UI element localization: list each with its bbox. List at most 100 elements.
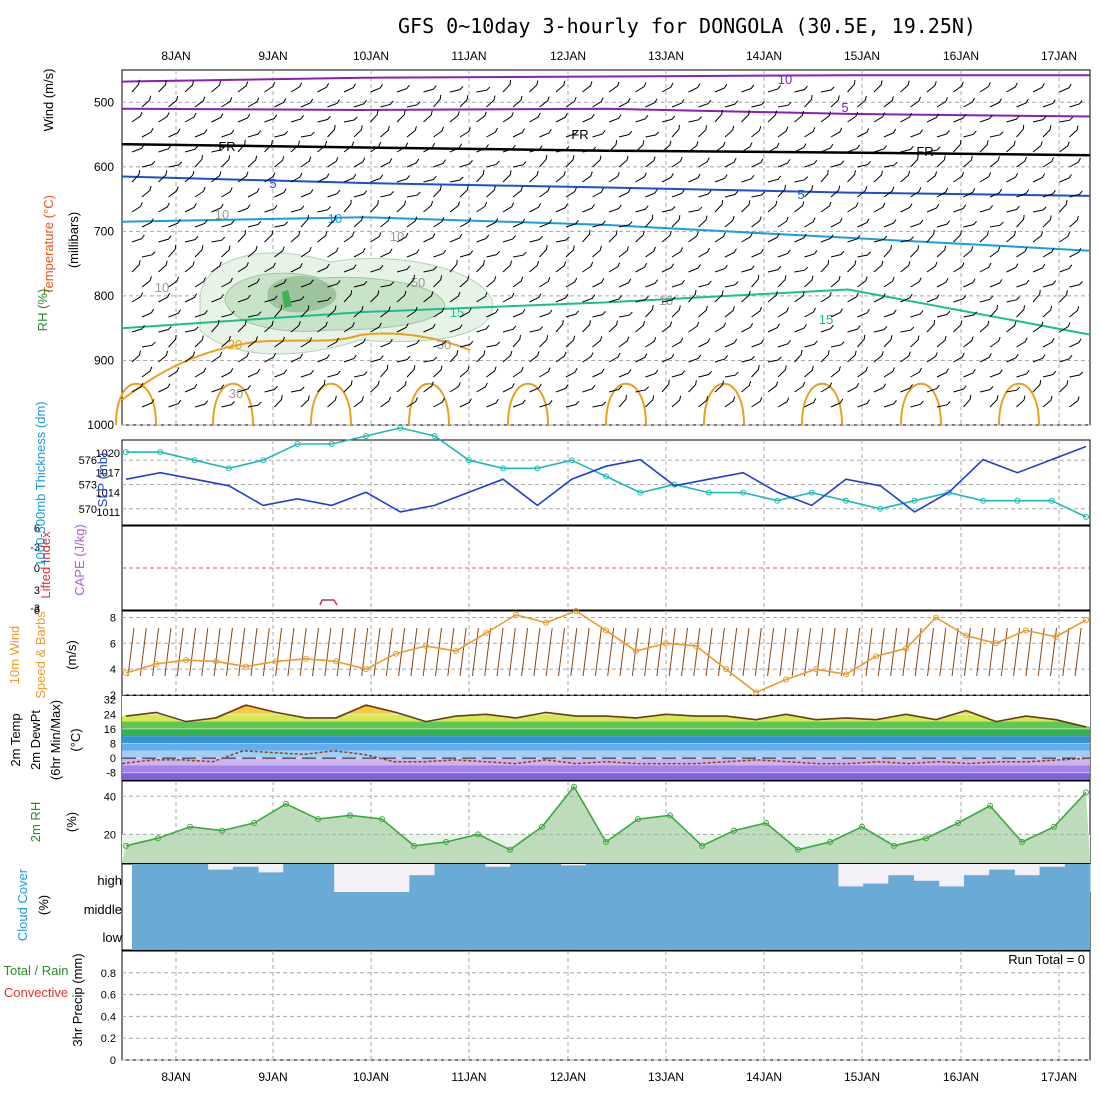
wind-barb <box>618 246 629 258</box>
wind-barb <box>751 339 765 348</box>
precip-conv-label: Convective <box>4 985 68 1000</box>
wind-barb <box>449 382 461 393</box>
wind-barb <box>635 262 648 273</box>
wind-barb <box>963 188 976 198</box>
wind-barb <box>264 81 276 93</box>
wind-barb <box>343 173 357 183</box>
wind-barb <box>820 382 833 393</box>
wind-barb <box>830 250 845 258</box>
wind-barb <box>168 186 179 198</box>
wind-barb <box>1006 263 1019 273</box>
wind-barb <box>555 236 570 243</box>
wind-barb <box>661 231 672 243</box>
wind-barb <box>343 141 355 153</box>
wind-barb <box>380 248 393 258</box>
wind-barb <box>698 215 708 228</box>
wind-barb <box>608 352 621 363</box>
wind-barb <box>582 261 594 273</box>
wind-barb <box>380 216 391 228</box>
wind-barb <box>645 279 659 288</box>
wind-barb <box>688 116 703 123</box>
wind-barb <box>406 306 418 318</box>
temp-band <box>122 721 1090 729</box>
wind-barb <box>353 99 367 108</box>
wind-barb <box>141 185 152 198</box>
wind-barb <box>290 205 305 213</box>
wind-barb <box>751 126 762 138</box>
wind-label-2: Speed & Barbs <box>33 611 48 699</box>
wind-barb <box>141 399 155 408</box>
wind-barb <box>820 234 834 243</box>
rh-tick: 20 <box>104 829 116 841</box>
date-label-top: 14JAN <box>746 49 782 63</box>
wind-barb <box>671 247 683 258</box>
temp-label-3: (6hr Min/Max) <box>48 700 63 780</box>
wind-barb <box>300 189 314 198</box>
thickness-point <box>157 449 164 456</box>
wind-barb <box>794 85 808 93</box>
wind-barb <box>158 350 169 363</box>
wind-barb <box>184 112 197 123</box>
wind-barb <box>131 350 141 363</box>
wind-barb <box>777 307 789 318</box>
date-label-bottom: 8JAN <box>161 1070 190 1084</box>
wind-barb <box>741 174 755 183</box>
wind-barb <box>1016 247 1028 258</box>
wind-barb <box>1006 205 1020 213</box>
upper-wind-label: Wind (m/s) <box>41 69 56 132</box>
thickness-point <box>363 432 369 439</box>
cloud-high-bar <box>1014 875 1041 892</box>
wind-barb-10m <box>594 627 602 677</box>
wind-barb <box>724 157 737 168</box>
rh-2m-point <box>155 835 161 842</box>
temp-2m-panel: -8 0 8 16 24 32 <box>104 695 1091 780</box>
wind-barb <box>247 278 260 288</box>
wind-barb-10m <box>570 627 578 677</box>
wind-barb <box>963 97 975 108</box>
wind-barb <box>979 386 994 393</box>
wind-barb <box>327 280 341 288</box>
wind-barb <box>433 307 445 318</box>
wind-barb <box>317 321 328 333</box>
wind-barb <box>396 232 409 243</box>
wind-barb <box>194 335 204 348</box>
wind-barb <box>714 232 726 243</box>
wind-barb <box>221 335 231 348</box>
wind-barb <box>857 161 871 168</box>
wind-barb <box>608 114 622 123</box>
wind-barb <box>247 155 258 168</box>
wind-barb <box>555 293 569 303</box>
wind-barb <box>900 170 911 183</box>
wind-barb <box>476 144 489 153</box>
wind-barb <box>926 146 941 153</box>
wind-barb <box>211 351 223 363</box>
wind-barb <box>476 169 485 183</box>
wind-speed-line <box>125 610 1087 694</box>
wind-barb <box>751 364 760 378</box>
contour-label: 10 <box>215 207 229 222</box>
wind-speed-point <box>873 653 879 660</box>
thickness-point <box>1048 497 1055 504</box>
cape-tick: 6 <box>34 523 40 535</box>
cloud-high-bar <box>989 869 1015 892</box>
wind-barb-10m <box>484 627 492 677</box>
wind-barb <box>449 324 463 333</box>
wind-barb <box>794 176 809 183</box>
wind-barb <box>1032 173 1046 183</box>
wind-barb <box>290 115 305 123</box>
wind-barb <box>370 200 379 213</box>
wind-barb-10m <box>988 627 996 677</box>
wind-barb <box>1069 248 1082 258</box>
wind-barb <box>777 365 787 378</box>
wind-barb <box>290 230 301 243</box>
wind-barb <box>635 114 649 123</box>
wind-barb <box>979 140 989 153</box>
wind-barb <box>184 351 196 363</box>
wind-barb <box>688 289 697 303</box>
wind-barb <box>936 187 949 198</box>
thickness-point <box>225 465 232 472</box>
cloud-high-bar <box>863 883 889 892</box>
wind-barb <box>529 112 541 123</box>
wind-barb <box>158 383 171 393</box>
